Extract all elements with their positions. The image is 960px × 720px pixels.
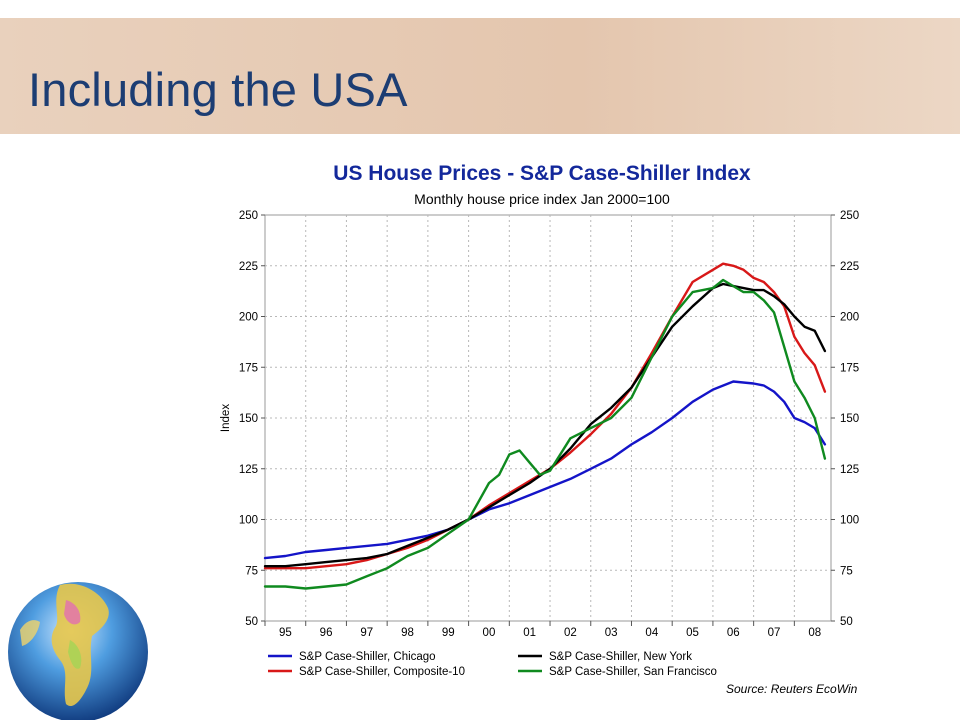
y-tick-label-left: 175: [239, 362, 258, 374]
legend-label: S&P Case-Shiller, San Francisco: [549, 666, 717, 678]
series-lines: [263, 262, 827, 590]
x-tick-label: 96: [320, 627, 333, 639]
legend: S&P Case-Shiller, Chicago S&P Case-Shille…: [268, 651, 717, 678]
legend-label: S&P Case-Shiller, Composite-10: [299, 666, 465, 678]
y-tick-label-left: 225: [239, 261, 258, 273]
x-tick-label: 97: [360, 627, 373, 639]
x-tick-label: 02: [564, 627, 577, 639]
y-tick-label-right: 225: [840, 261, 859, 273]
x-tick-label: 98: [401, 627, 414, 639]
series-line-chicago: [263, 380, 827, 560]
series-line-san-francisco: [263, 278, 827, 590]
y-tick-label-right: 50: [840, 616, 853, 628]
x-tick-label: 04: [645, 627, 658, 639]
x-tick-label: 95: [279, 627, 292, 639]
y-tick-label-left: 75: [245, 565, 258, 577]
title-banner: Including the USA: [0, 18, 960, 134]
chart-subtitle: Monthly house price index Jan 2000=100: [414, 191, 670, 207]
y-tick-label-right: 100: [840, 515, 859, 527]
y-tick-label-left: 100: [239, 515, 258, 527]
legend-label: S&P Case-Shiller, New York: [549, 651, 692, 663]
y-tick-label-left: 125: [239, 464, 258, 476]
y-axis-label: Index: [220, 404, 232, 432]
y-tick-label-left: 150: [239, 413, 258, 425]
chart-source: Source: Reuters EcoWin: [726, 682, 858, 696]
y-tick-label-left: 50: [245, 616, 258, 628]
axes: 50 50 75 75 100 100 125 125 150 150 175 175 200 200 22…: [239, 210, 859, 639]
y-tick-label-left: 250: [239, 210, 258, 222]
x-tick-label: 08: [808, 627, 821, 639]
y-tick-label-right: 250: [840, 210, 859, 222]
x-tick-label: 03: [605, 627, 618, 639]
y-tick-label-right: 75: [840, 565, 853, 577]
y-tick-label-right: 175: [840, 362, 859, 374]
globe-image: [8, 582, 148, 720]
x-tick-label: 05: [686, 627, 699, 639]
x-tick-label: 07: [768, 627, 781, 639]
y-tick-label-right: 200: [840, 312, 859, 324]
x-tick-label: 01: [523, 627, 536, 639]
x-tick-label: 00: [483, 627, 496, 639]
slide-title: Including the USA: [28, 63, 408, 116]
x-tick-label: 99: [442, 627, 455, 639]
series-line-new-york: [263, 282, 827, 568]
grid: [265, 215, 831, 621]
y-tick-label-right: 150: [840, 413, 859, 425]
chart-title: US House Prices - S&P Case-Shiller Index: [333, 162, 751, 185]
y-tick-label-right: 125: [840, 464, 859, 476]
x-tick-label: 06: [727, 627, 740, 639]
y-tick-label-left: 200: [239, 312, 258, 324]
legend-label: S&P Case-Shiller, Chicago: [299, 651, 436, 663]
